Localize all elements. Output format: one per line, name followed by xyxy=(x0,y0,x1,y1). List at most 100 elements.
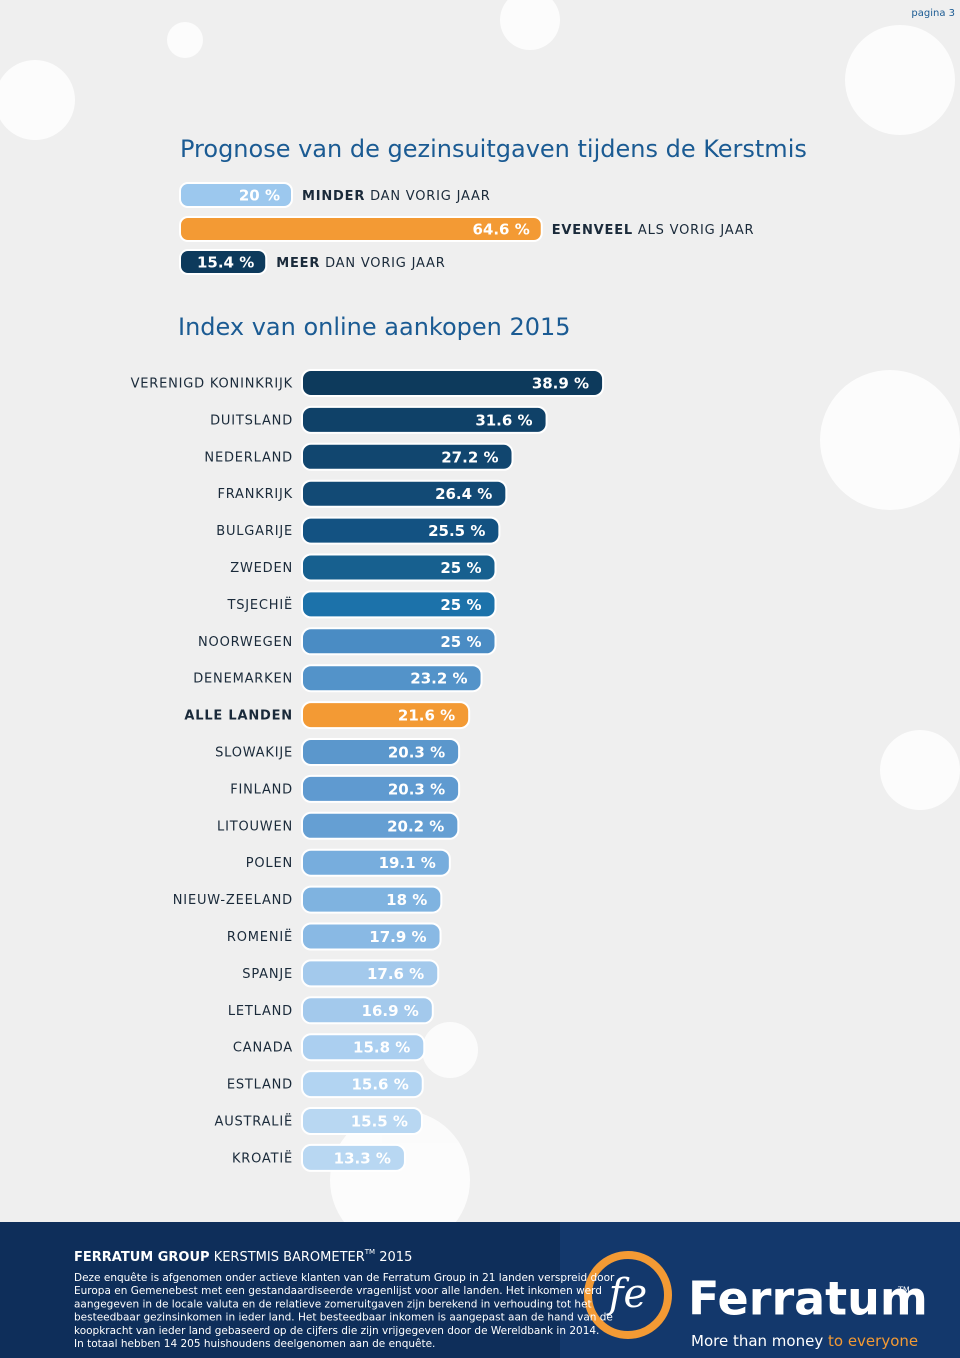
footer-line: In totaal hebben 14 205 huishoudens deel… xyxy=(74,1338,435,1350)
value-label: 15.6 % xyxy=(351,1076,408,1094)
category-label: NIEUW-ZEELAND xyxy=(173,893,293,908)
footer-line: aangegeven in de locale valuta en de rel… xyxy=(74,1298,592,1310)
category-suffix: DAN VORIG JAAR xyxy=(370,189,491,204)
category-label: ESTLAND xyxy=(227,1078,293,1093)
bar xyxy=(301,774,461,803)
bar xyxy=(301,405,548,434)
category-label: DENEMARKEN xyxy=(193,672,293,687)
value-label: 25 % xyxy=(440,633,481,651)
category-label: NEDERLAND xyxy=(204,450,293,465)
value-label: 16.9 % xyxy=(362,1002,419,1020)
logo-mark: fe xyxy=(606,1271,647,1317)
bar xyxy=(301,811,460,840)
slogan: More than money to everyone xyxy=(691,1332,918,1350)
slogan-1: More than money xyxy=(691,1332,823,1350)
page-label: pagina 3 xyxy=(911,8,955,19)
value-label: 26.4 % xyxy=(435,485,492,503)
bar xyxy=(301,1070,424,1099)
value-label: 18 % xyxy=(386,891,427,909)
value-label: 38.9 % xyxy=(532,375,589,393)
category-key: MINDER xyxy=(302,189,365,204)
bar xyxy=(301,1143,406,1172)
category-label: NOORWEGEN xyxy=(198,635,293,650)
category-label: DUITSLAND xyxy=(210,413,293,428)
category-label: MEER DAN VORIG JAAR xyxy=(276,256,445,271)
category-label: SLOWAKIJE xyxy=(215,746,293,761)
footer-line: Europa en Gemenebest met een gestandaard… xyxy=(74,1285,602,1297)
bar xyxy=(301,664,483,693)
bar xyxy=(301,701,471,730)
value-label: 64.6 % xyxy=(472,221,529,239)
bar xyxy=(301,369,605,397)
bar xyxy=(301,1033,426,1062)
bar xyxy=(301,1107,423,1135)
category-label: BULGARIJE xyxy=(216,524,293,539)
footer-tm: TM xyxy=(364,1248,375,1256)
value-label: 20 % xyxy=(239,187,280,205)
value-label: 17.9 % xyxy=(369,928,426,946)
category-label: LITOUWEN xyxy=(217,819,293,834)
footer-line: besteedbaar gezinsinkomen in ieder land.… xyxy=(74,1312,613,1324)
chart-title: Index van online aankopen 2015 xyxy=(178,313,571,341)
footer-heading-bold: FERRATUM GROUP xyxy=(74,1250,210,1265)
bar xyxy=(301,442,514,471)
bar xyxy=(301,516,501,545)
category-label: VERENIGD KONINKRIJK xyxy=(131,377,293,392)
footer-year: 2015 xyxy=(379,1250,412,1265)
bar xyxy=(301,479,508,508)
bar xyxy=(301,959,440,988)
footer-heading: FERRATUM GROUP KERSTMIS BAROMETERTM 2015 xyxy=(74,1245,412,1265)
category-label: EVENVEEL ALS VORIG JAAR xyxy=(552,223,755,238)
bar xyxy=(301,922,442,951)
value-label: 31.6 % xyxy=(475,411,532,429)
category-label: LETLAND xyxy=(228,1004,293,1019)
category-label: FINLAND xyxy=(230,782,293,797)
category-label: MINDER DAN VORIG JAAR xyxy=(302,189,491,204)
bar xyxy=(301,996,434,1025)
bar xyxy=(301,848,451,877)
footer-heading-text: KERSTMIS BAROMETER xyxy=(214,1250,365,1265)
value-label: 25 % xyxy=(440,559,481,577)
value-label: 15.4 % xyxy=(197,254,254,272)
value-label: 20.2 % xyxy=(387,817,444,835)
category-label: TSJECHIË xyxy=(226,597,293,613)
bar xyxy=(179,216,543,242)
bar xyxy=(301,627,497,656)
value-label: 27.2 % xyxy=(441,448,498,466)
footer-line: koopkracht van ieder land gebaseerd op d… xyxy=(74,1325,599,1337)
logo-ring xyxy=(584,1251,672,1339)
category-label: CANADA xyxy=(233,1041,293,1056)
value-label: 21.6 % xyxy=(398,707,455,725)
bar xyxy=(301,885,443,914)
bar xyxy=(301,738,461,766)
bar xyxy=(301,590,497,619)
bar xyxy=(179,249,268,275)
category-key: EVENVEEL xyxy=(552,223,633,238)
category-suffix: ALS VORIG JAAR xyxy=(638,223,754,238)
value-label: 13.3 % xyxy=(334,1149,391,1167)
value-label: 17.6 % xyxy=(367,965,424,983)
category-suffix: DAN VORIG JAAR xyxy=(325,256,446,271)
category-label: FRANKRIJK xyxy=(217,487,293,502)
category-label: SPANJE xyxy=(242,967,293,982)
footer-line: Deze enquête is afgenomen onder actieve … xyxy=(74,1272,615,1284)
chart-title: Prognose van de gezinsuitgaven tijdens d… xyxy=(180,135,807,163)
logo-name: Ferratum xyxy=(688,1272,928,1326)
value-label: 23.2 % xyxy=(410,670,467,688)
category-label: AUSTRALIË xyxy=(215,1114,294,1130)
logo-tm: TM xyxy=(897,1286,910,1295)
category-label: POLEN xyxy=(246,856,293,871)
value-label: 20.3 % xyxy=(388,780,445,798)
value-label: 20.3 % xyxy=(388,744,445,762)
category-label: ROMENIË xyxy=(227,929,293,945)
category-label: KROATIË xyxy=(232,1150,293,1166)
bar xyxy=(301,553,497,582)
value-label: 25.5 % xyxy=(428,522,485,540)
category-label: ALLE LANDEN xyxy=(184,709,293,724)
category-key: MEER xyxy=(276,256,320,271)
value-label: 15.8 % xyxy=(353,1039,410,1057)
bar xyxy=(179,182,293,208)
slogan-2: to everyone xyxy=(828,1332,918,1350)
value-label: 19.1 % xyxy=(379,854,436,872)
